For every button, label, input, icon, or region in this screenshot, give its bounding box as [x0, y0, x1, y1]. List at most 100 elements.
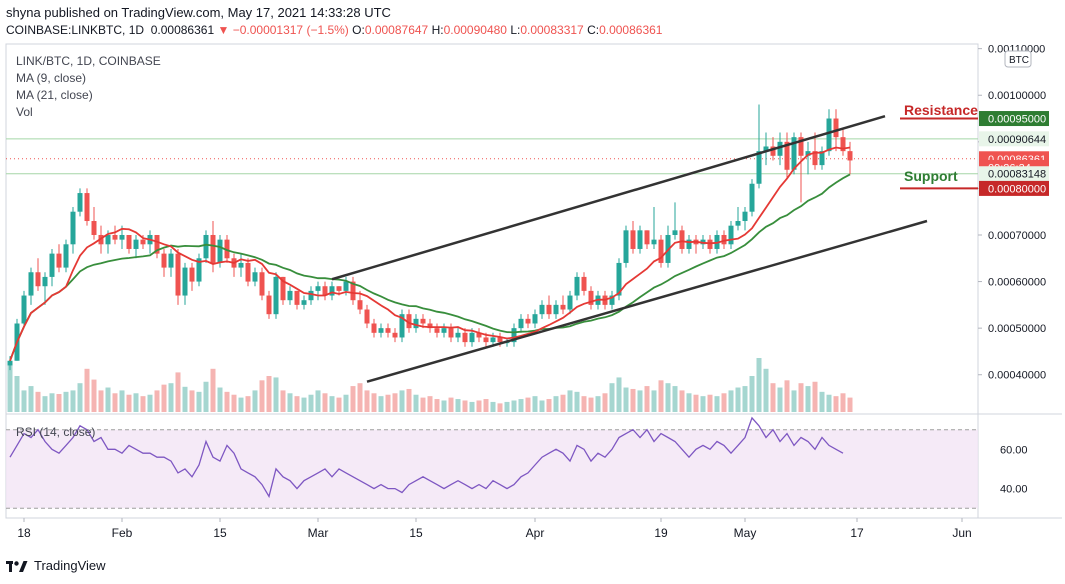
- candle-body: [553, 304, 559, 315]
- volume-bar: [336, 397, 342, 412]
- candle-body: [413, 318, 419, 329]
- candle-body: [217, 239, 223, 263]
- volume-bar: [539, 400, 545, 412]
- high-value: 0.00090480: [443, 23, 507, 37]
- volume-bar: [560, 394, 566, 412]
- legend-rsi[interactable]: RSI (14, close): [16, 425, 96, 439]
- last-price: 0.00086361: [150, 23, 215, 37]
- volume-bar: [140, 396, 146, 412]
- rsi-tick-label: 60.00: [1000, 444, 1028, 456]
- candle-body: [497, 337, 503, 343]
- volume-bar: [63, 391, 69, 412]
- candle-body: [77, 193, 83, 212]
- price-label-bg: [979, 131, 1049, 147]
- volume-bar: [581, 396, 587, 412]
- ohlc-header: COINBASE:LINKBTC, 1D 0.00086361 ▼ −0.000…: [6, 23, 662, 37]
- candle-body: [469, 332, 475, 343]
- time-tick-label: Feb: [112, 526, 133, 540]
- candle-body: [42, 276, 48, 287]
- candle-body: [441, 328, 447, 333]
- volume-bar: [525, 397, 531, 412]
- candle-body: [756, 151, 762, 184]
- candle-body: [455, 332, 461, 338]
- volume-bar: [112, 393, 118, 412]
- candle-body: [378, 328, 384, 333]
- candle-body: [343, 281, 349, 291]
- low-value: 0.00083317: [520, 23, 584, 37]
- candle-body: [490, 337, 496, 343]
- volume-bar: [658, 380, 664, 412]
- price-change: −0.00001317 (−1.5%): [232, 23, 349, 37]
- volume-bar: [126, 394, 132, 412]
- legend-vol[interactable]: Vol: [16, 105, 33, 119]
- candle-body: [560, 304, 566, 310]
- candle-body: [763, 146, 769, 152]
- volume-bar: [546, 399, 552, 412]
- footer-brand[interactable]: TradingView: [6, 558, 106, 573]
- candle-body: [7, 360, 13, 366]
- candle-body: [847, 151, 853, 161]
- candle-body: [280, 276, 286, 301]
- volume-bar: [798, 383, 804, 412]
- price-label-bg: [979, 111, 1049, 127]
- candle-body: [483, 337, 489, 343]
- volume-bar: [133, 393, 139, 412]
- upper-channel-trendline: [331, 115, 886, 281]
- candle-body: [546, 304, 552, 315]
- candle-body: [49, 253, 55, 277]
- tradingview-brand-text: TradingView: [34, 558, 106, 573]
- price-axis[interactable]: 0.001100000.001000000.000900000.00080000…: [978, 44, 1049, 496]
- volume-bar: [315, 390, 321, 412]
- candle-body: [84, 193, 90, 222]
- candle-body: [133, 239, 139, 249]
- volume-bar: [434, 399, 440, 412]
- candle-body: [357, 300, 363, 310]
- volume-bar: [462, 400, 468, 412]
- volume-bar: [672, 386, 678, 412]
- candle-body: [196, 258, 202, 282]
- volume-bar: [70, 390, 76, 412]
- price-label-bg: [979, 166, 1049, 182]
- candle-body: [294, 290, 300, 305]
- candle-body: [105, 234, 111, 245]
- volume-bar: [714, 396, 720, 412]
- candle-body: [399, 314, 405, 338]
- volume-bar: [756, 358, 762, 412]
- symbol-label: COINBASE:LINKBTC, 1D: [6, 23, 145, 37]
- candle-body: [56, 253, 62, 268]
- volume-bar: [371, 393, 377, 412]
- price-label: 0.00080000: [988, 183, 1046, 195]
- candle-body: [371, 323, 377, 333]
- volume-bar: [630, 388, 636, 412]
- price-label: 0.00095000: [988, 114, 1046, 126]
- legend-ma21[interactable]: MA (21, close): [16, 88, 93, 102]
- time-axis[interactable]: 18 Feb 15 Mar 15 Apr 19 May 17 Jun: [17, 518, 972, 540]
- support-label: Support: [904, 168, 958, 184]
- legend-pair: LINK/BTC, 1D, COINBASE: [16, 54, 161, 68]
- volume-bar: [770, 383, 776, 412]
- candle-body: [308, 290, 314, 301]
- low-label: L:: [510, 23, 521, 37]
- volume-bar: [231, 394, 237, 412]
- volume-bar: [175, 372, 181, 412]
- price-label: 0.00090644: [988, 134, 1046, 146]
- candle-body: [70, 211, 76, 245]
- legend-ma9[interactable]: MA (9, close): [16, 71, 87, 85]
- high-label: H:: [431, 23, 444, 37]
- candle-body: [462, 332, 468, 343]
- candle-body: [525, 318, 531, 324]
- candle-body: [651, 239, 657, 245]
- candle-body: [287, 290, 293, 301]
- close-value: 0.00086361: [599, 23, 663, 37]
- volume-bar: [294, 396, 300, 412]
- time-tick-label: 17: [850, 526, 864, 540]
- volume-bar: [413, 394, 419, 412]
- time-tick-label: 15: [213, 526, 227, 540]
- price-tick-label: 0.00050000: [988, 323, 1046, 335]
- volume-bar: [28, 386, 34, 412]
- volume-bar: [637, 390, 643, 412]
- candle-body: [749, 183, 755, 212]
- horizontal-levels: [6, 117, 978, 190]
- volume-bar: [42, 396, 48, 412]
